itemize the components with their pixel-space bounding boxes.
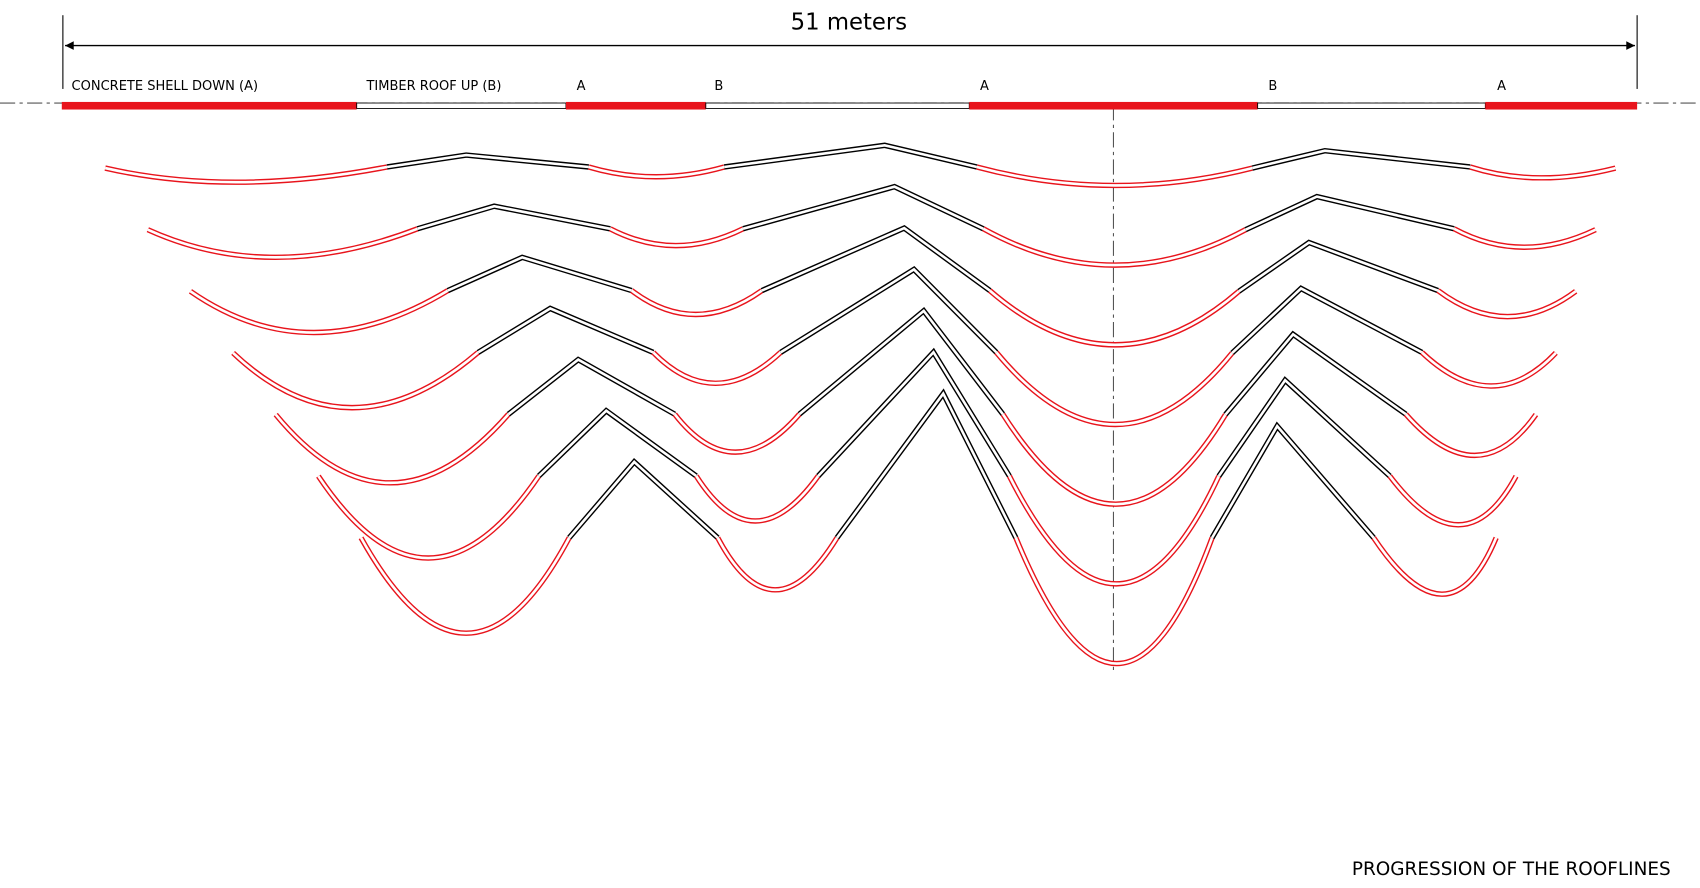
timber-roof [1223,330,1408,417]
timber-roof [1230,285,1424,355]
timber-roof [724,143,978,169]
concrete-shell [274,413,510,485]
timber-roof [1251,149,1471,170]
concrete-shell [232,351,479,409]
timber-roof [816,347,1012,478]
concrete-shell [716,537,839,591]
timber-roof [507,358,676,416]
timber-roof [761,226,991,292]
concrete-shell [104,165,388,184]
timber-roof [417,204,611,231]
timber-roof [537,409,697,478]
segment-a [61,101,357,110]
segment-a [1485,101,1638,110]
rooflines [104,142,1617,666]
concrete-shell [1371,536,1499,597]
concrete-shell [995,351,1234,426]
concrete-shell [1387,474,1519,528]
concrete-shell [1372,537,1498,596]
concrete-shell [147,227,418,259]
timber-roof [568,460,719,539]
concrete-shell [1453,227,1597,249]
dimension-label: 51 meters [791,9,907,35]
concrete-shell [1388,475,1518,526]
segment-b [705,102,970,109]
segment-label: A [577,79,586,94]
segment-label: CONCRETE SHELL DOWN (A) [72,79,259,94]
timber-roof [723,142,978,170]
concrete-shell [695,475,820,523]
timber-roof [1231,286,1423,354]
timber-roof [742,185,984,231]
concrete-shell [982,227,1247,267]
segment-label: B [714,79,723,94]
segment-label: B [1268,79,1277,94]
timber-roof [1238,241,1439,293]
timber-roof [760,224,992,294]
timber-roof [1244,195,1455,231]
timber-roof [1217,378,1391,477]
segment-label: A [980,79,989,94]
concrete-shell [630,289,763,316]
timber-roof [835,391,1018,539]
segment-a [565,101,706,110]
concrete-shell [673,413,801,454]
timber-roof [477,307,654,354]
timber-roof [742,183,985,232]
timber-roof [447,255,633,292]
timber-roof [1244,193,1455,233]
timber-roof [1224,332,1407,416]
concrete-shell [609,227,744,247]
timber-roof [1210,423,1375,539]
concrete-shell [1001,413,1227,506]
concrete-shell [317,475,540,560]
timber-roof [798,308,1004,416]
concrete-shell [1469,165,1616,180]
concrete-shell [1404,413,1537,457]
concrete-shell [976,165,1253,187]
segment-a [969,101,1258,110]
caption: PROGRESSION OF THE ROOFLINES [1352,859,1671,880]
concrete-shell [1437,289,1577,318]
concrete-shell [359,537,571,635]
concrete-shell [588,165,725,179]
concrete-shell [989,289,1240,347]
segment-bar [61,101,1638,110]
timber-roof [386,153,589,169]
concrete-shell [1014,537,1214,665]
segment-b [356,102,567,109]
timber-roof [1237,239,1439,294]
concrete-shell [1421,351,1557,388]
segment-b [1257,102,1486,109]
concrete-shell [652,351,782,385]
segment-label: TIMBER ROOF UP (B) [365,79,501,94]
timber-roof [817,350,1011,477]
concrete-shell [1008,475,1220,586]
concrete-shell [189,289,449,334]
segment-label: A [1497,79,1506,94]
timber-roof [779,267,998,354]
